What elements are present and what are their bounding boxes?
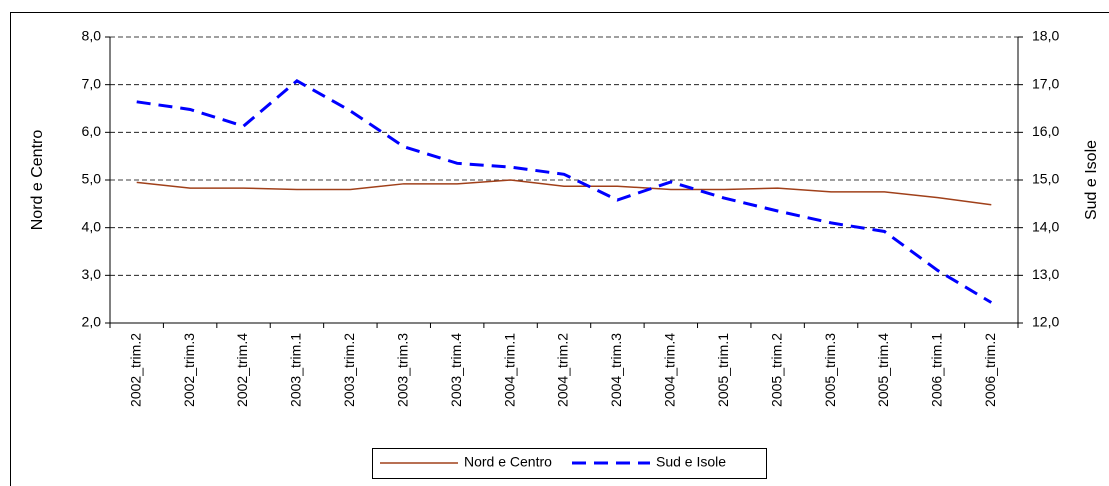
x-tick-label: 2005_trim.3 [822, 333, 838, 407]
y-tick-label: 4,0 [82, 218, 102, 234]
x-tick-label: 2004_trim.2 [555, 333, 571, 407]
x-tick-label: 2005_trim.2 [768, 333, 784, 407]
y2-tick-label: 13,0 [1032, 266, 1059, 282]
chart-frame [10, 12, 1109, 486]
x-tick-label: 2003_trim.3 [394, 333, 410, 407]
x-tick-label: 2005_trim.4 [875, 333, 891, 407]
y2-tick-label: 17,0 [1032, 75, 1059, 91]
y2-tick-label: 18,0 [1032, 28, 1059, 44]
series-line [136, 79, 993, 304]
x-tick-label: 2006_trim.2 [982, 333, 998, 407]
y-tick-label: 6,0 [82, 123, 102, 139]
legend-label: Sud e Isole [656, 454, 726, 470]
x-tick-label: 2006_trim.1 [929, 333, 945, 407]
x-tick-label: 2004_trim.3 [608, 333, 624, 407]
x-tick-label: 2002_trim.4 [234, 333, 250, 407]
x-tick-label: 2005_trim.1 [715, 333, 731, 407]
y-tick-label: 2,0 [82, 314, 102, 330]
series-line [136, 179, 992, 206]
y2-axis-title: Sud e Isole [1083, 140, 1100, 220]
x-tick-label: 2004_trim.4 [662, 333, 678, 407]
y2-tick-label: 15,0 [1032, 171, 1059, 187]
y2-tick-label: 16,0 [1032, 123, 1059, 139]
y-tick-label: 7,0 [82, 75, 102, 91]
x-tick-label: 2002_trim.3 [181, 333, 197, 407]
x-tick-label: 2003_trim.1 [288, 333, 304, 407]
x-tick-label: 2002_trim.2 [127, 333, 143, 407]
y-axis-title: Nord e Centro [29, 130, 46, 231]
legend-label: Nord e Centro [464, 454, 552, 470]
y-tick-label: 5,0 [82, 171, 102, 187]
y-tick-label: 3,0 [82, 266, 102, 282]
y2-tick-label: 14,0 [1032, 218, 1059, 234]
x-tick-label: 2003_trim.4 [448, 333, 464, 407]
y-tick-label: 8,0 [82, 28, 102, 44]
x-tick-label: 2003_trim.2 [341, 333, 357, 407]
y2-tick-label: 12,0 [1032, 314, 1059, 330]
x-tick-label: 2004_trim.1 [501, 333, 517, 407]
